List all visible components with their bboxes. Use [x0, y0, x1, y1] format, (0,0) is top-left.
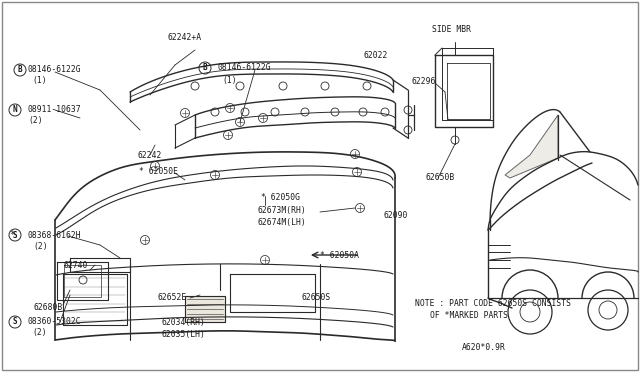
Text: 62652E: 62652E	[158, 294, 188, 302]
Text: S: S	[13, 231, 17, 240]
Text: B: B	[18, 65, 22, 74]
Text: B: B	[203, 64, 207, 73]
Polygon shape	[505, 115, 558, 178]
Text: * 62050E: * 62050E	[139, 167, 178, 176]
Text: 08911-10637: 08911-10637	[27, 106, 81, 115]
Text: 62034(RH): 62034(RH)	[162, 318, 206, 327]
Text: 62242+A: 62242+A	[168, 33, 202, 42]
Text: (1): (1)	[32, 77, 47, 86]
Text: (2): (2)	[33, 243, 47, 251]
Text: 62022: 62022	[363, 51, 387, 60]
Text: A620*0.9R: A620*0.9R	[462, 343, 506, 352]
Text: 62680B: 62680B	[34, 302, 63, 311]
Text: 62242: 62242	[137, 151, 161, 160]
Text: 62650S: 62650S	[302, 294, 332, 302]
Text: (1): (1)	[222, 76, 237, 84]
Text: 08146-6122G: 08146-6122G	[27, 65, 81, 74]
Text: NOTE : PART CODE 62650S CONSISTS: NOTE : PART CODE 62650S CONSISTS	[415, 298, 571, 308]
Text: 62650B: 62650B	[426, 173, 455, 182]
Text: 62674M(LH): 62674M(LH)	[258, 218, 307, 227]
Text: 08146-6122G: 08146-6122G	[217, 64, 271, 73]
Text: 62740: 62740	[64, 260, 88, 269]
Text: (2): (2)	[32, 328, 47, 337]
Text: 62673M(RH): 62673M(RH)	[258, 205, 307, 215]
Text: SIDE MBR: SIDE MBR	[432, 26, 471, 35]
Text: 62296: 62296	[412, 77, 436, 87]
Text: *: *	[9, 230, 15, 240]
Text: OF *MARKED PARTS: OF *MARKED PARTS	[430, 311, 508, 321]
Text: 08368-6162H: 08368-6162H	[27, 231, 81, 240]
Text: 62035(LH): 62035(LH)	[162, 330, 206, 340]
Text: * 62050A: * 62050A	[320, 251, 359, 260]
Text: 62090: 62090	[384, 212, 408, 221]
Text: 08360-5302C: 08360-5302C	[27, 317, 81, 327]
Text: (2): (2)	[28, 115, 43, 125]
Polygon shape	[185, 296, 225, 322]
Text: * 62050G: * 62050G	[261, 193, 300, 202]
Text: S: S	[13, 317, 17, 327]
Text: N: N	[13, 106, 17, 115]
